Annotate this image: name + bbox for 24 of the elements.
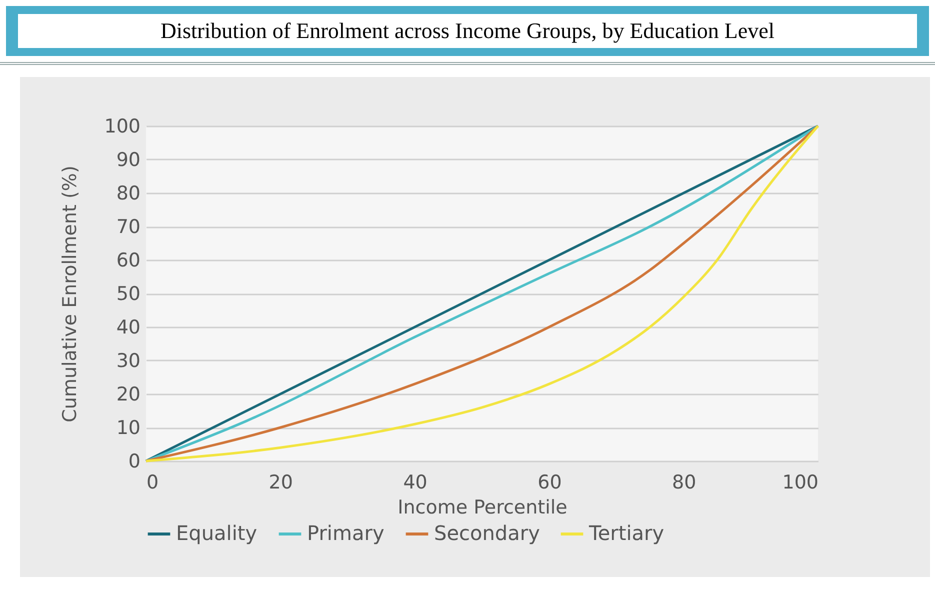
- legend-label: Equality: [176, 521, 258, 545]
- y-axis-title: Cumulative Enrollment (%): [59, 166, 82, 422]
- y-tick-label: 100: [104, 116, 140, 138]
- y-tick-label: 50: [116, 283, 140, 305]
- x-tick-label: 0: [146, 472, 159, 494]
- y-tick-label: 70: [116, 216, 140, 238]
- x-tick-label: 80: [672, 472, 696, 494]
- x-axis-title: Income Percentile: [398, 496, 568, 518]
- y-tick-label: 40: [116, 316, 140, 338]
- legend-label: Tertiary: [588, 521, 664, 545]
- y-tick-label: 10: [116, 417, 140, 439]
- x-tick-label: 100: [782, 472, 818, 494]
- y-tick-label: 80: [116, 182, 140, 204]
- y-tick-label: 30: [116, 350, 140, 372]
- y-tick-label: 60: [116, 250, 140, 272]
- legend-label: Primary: [307, 521, 384, 545]
- y-tick-label: 90: [116, 149, 140, 171]
- x-tick-label: 40: [403, 472, 428, 494]
- y-tick-label: 20: [116, 384, 140, 406]
- y-tick-label: 0: [128, 450, 140, 472]
- x-tick-label: 20: [268, 472, 293, 494]
- chart-title: Distribution of Enrolment across Income Groups, by Education Level: [18, 14, 917, 48]
- legend-label: Secondary: [434, 521, 540, 545]
- x-tick-label: 60: [538, 472, 562, 494]
